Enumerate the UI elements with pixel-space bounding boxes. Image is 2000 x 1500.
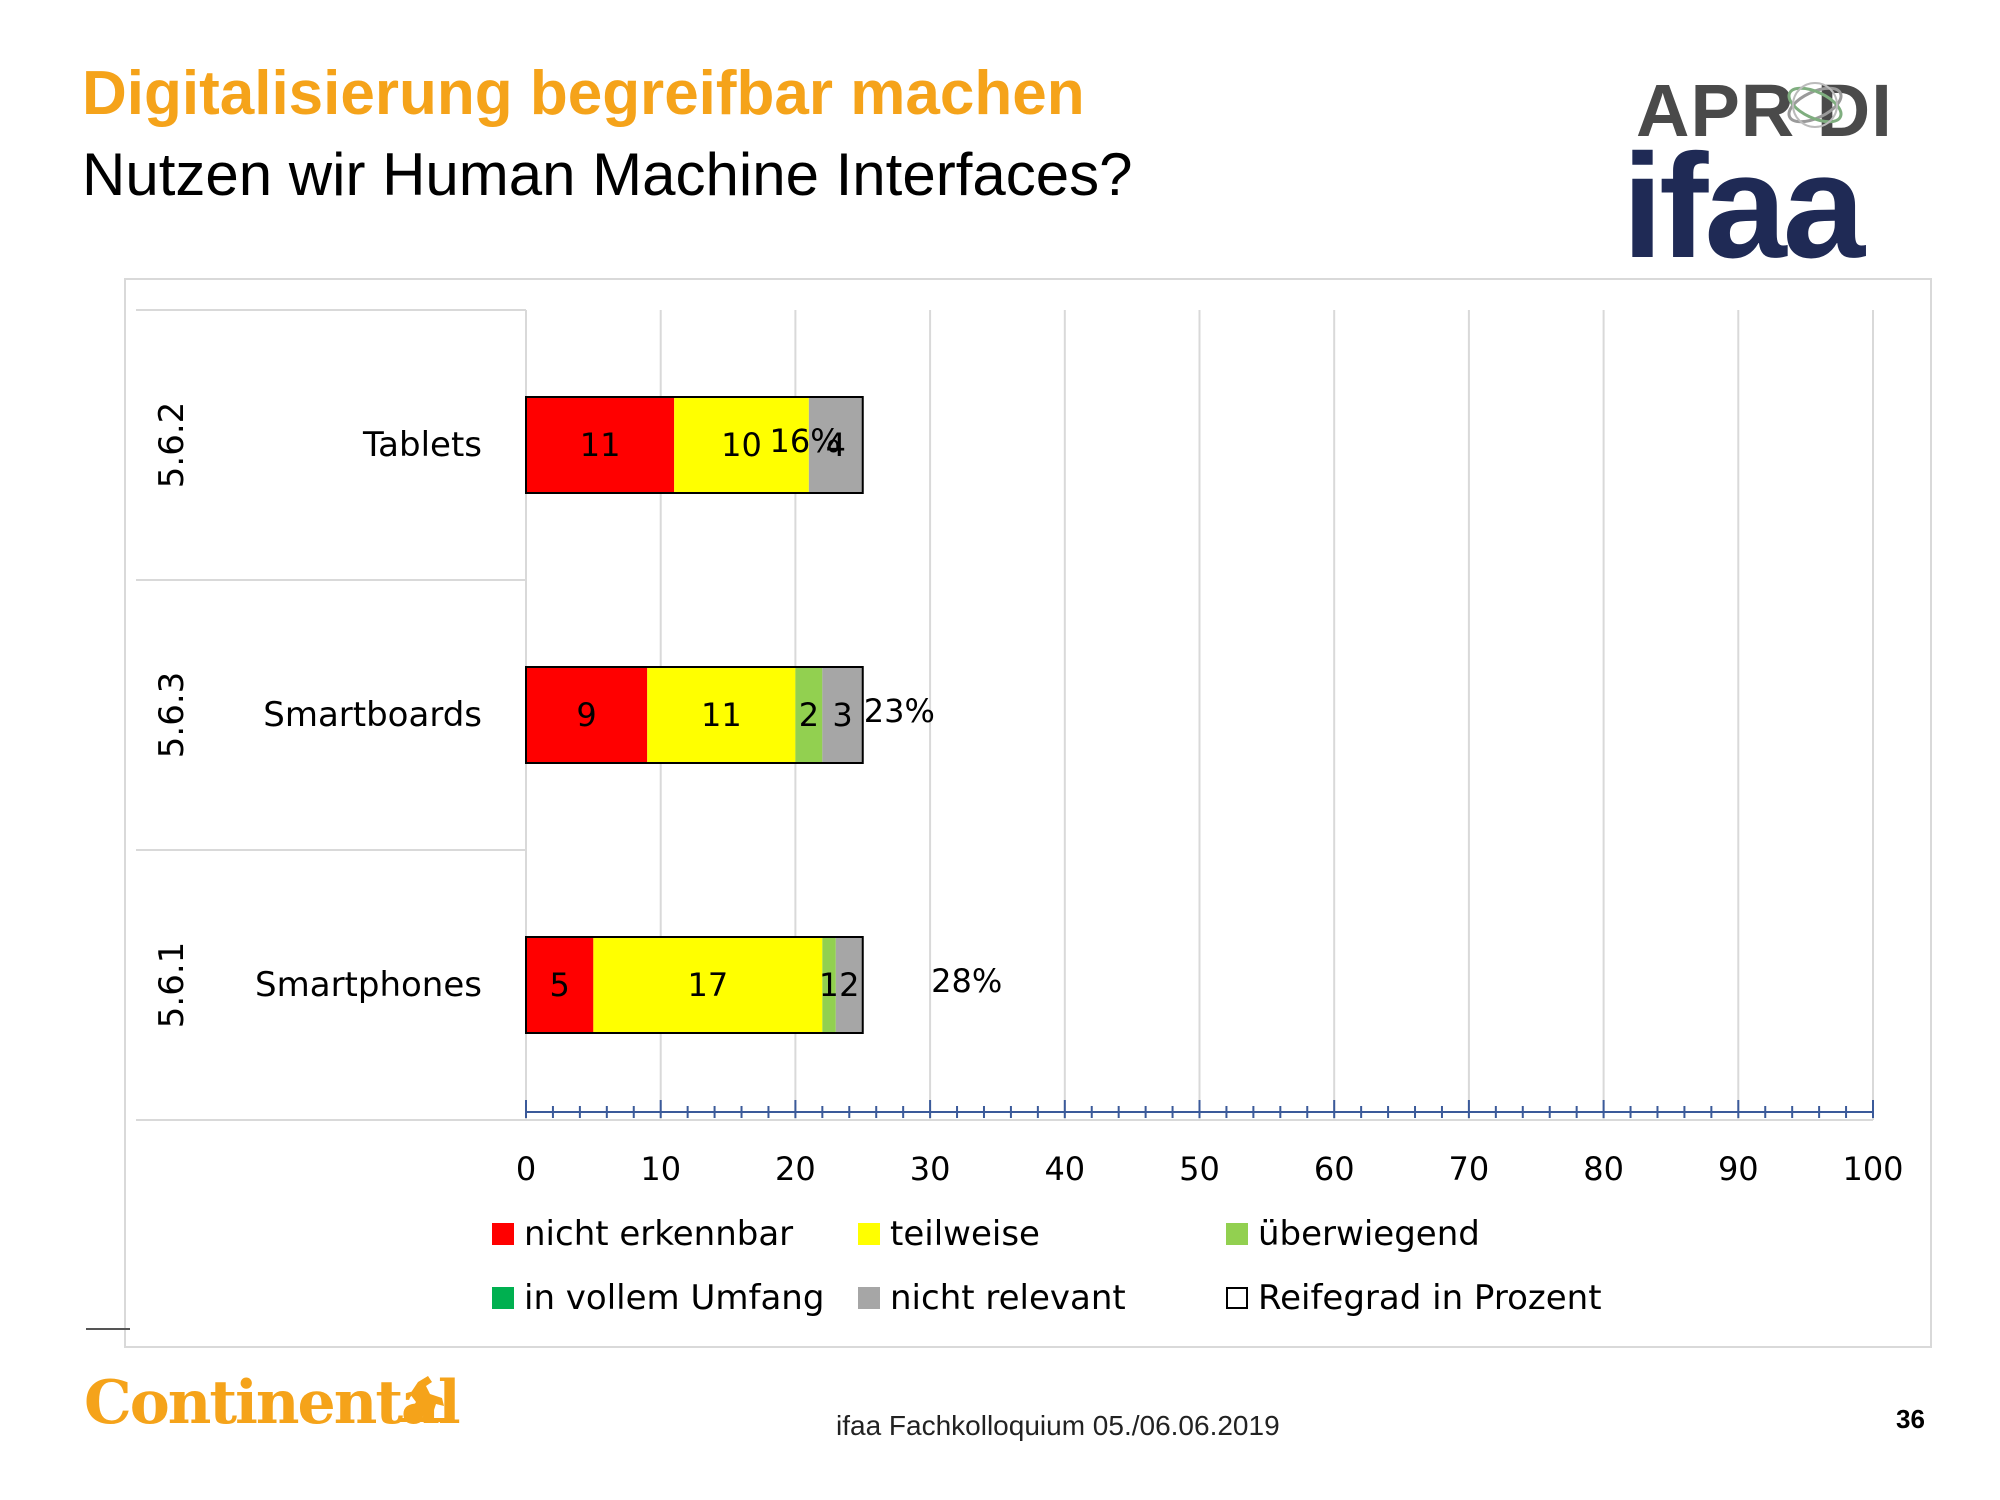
reifegrad-label: 16% xyxy=(770,422,841,460)
footer-divider xyxy=(86,1328,130,1330)
data-label: 2 xyxy=(839,966,859,1004)
legend-item-in-vollem-umfang: in vollem Umfang xyxy=(492,1278,824,1318)
legend-swatch-in-vollem-umfang xyxy=(492,1287,514,1309)
x-tick-label: 0 xyxy=(516,1150,536,1188)
x-tick-label: 30 xyxy=(910,1150,951,1188)
legend-swatch-ueberwiegend xyxy=(1226,1223,1248,1245)
bar-segment-nicht-relevant xyxy=(822,667,863,763)
legend-item-nicht-relevant: nicht relevant xyxy=(858,1278,1126,1318)
category-code: 5.6.3 xyxy=(152,672,192,759)
legend-item-teilweise: teilweise xyxy=(858,1214,1040,1254)
data-label: 10 xyxy=(721,426,762,464)
legend-item-ueberwiegend: überwiegend xyxy=(1226,1214,1480,1254)
legend-label: in vollem Umfang xyxy=(524,1278,825,1318)
legend-swatch-reifegrad xyxy=(1226,1287,1248,1309)
slide-title: Digitalisierung begreifbar machen xyxy=(82,59,1085,128)
bar-outline xyxy=(525,936,864,1034)
legend-label: nicht erkennbar xyxy=(524,1214,794,1254)
bar-segment-ueberwiegend xyxy=(795,667,823,763)
bar-outline xyxy=(525,396,864,494)
legend-label: nicht relevant xyxy=(890,1278,1126,1318)
x-tick-label: 70 xyxy=(1449,1150,1490,1188)
data-label: 17 xyxy=(687,966,728,1004)
globe-swirl-icon xyxy=(1787,82,1843,128)
legend-label: teilweise xyxy=(890,1214,1040,1254)
category-label: Smartphones xyxy=(255,965,482,1005)
aprodi-logo: APR DI xyxy=(1636,69,1893,152)
x-tick-label: 40 xyxy=(1044,1150,1085,1188)
data-label: 11 xyxy=(701,696,742,734)
x-tick-label: 50 xyxy=(1179,1150,1220,1188)
x-tick-label: 10 xyxy=(640,1150,681,1188)
bar-segment-nicht-erkennbar xyxy=(526,397,675,493)
x-tick-label: 100 xyxy=(1842,1150,1903,1188)
legend-label: überwiegend xyxy=(1258,1214,1480,1254)
legend-label: Reifegrad in Prozent xyxy=(1258,1278,1602,1318)
bar-segment-ueberwiegend xyxy=(822,937,836,1033)
bar-segment-teilweise xyxy=(674,397,809,493)
x-tick-label: 60 xyxy=(1314,1150,1355,1188)
data-label: 3 xyxy=(832,696,852,734)
bar-segment-nicht-relevant xyxy=(835,937,863,1033)
category-code: 5.6.1 xyxy=(152,942,192,1029)
category-code: 5.6.2 xyxy=(152,402,192,489)
legend-item-reifegrad: Reifegrad in Prozent xyxy=(1226,1278,1602,1318)
legend-item-nicht-erkennbar: nicht erkennbar xyxy=(492,1214,793,1254)
category-label: Smartboards xyxy=(263,695,482,735)
data-label: 5 xyxy=(549,966,569,1004)
continental-logo: Continental xyxy=(84,1368,461,1438)
bar-segment-nicht-relevant xyxy=(808,397,863,493)
x-tick-label: 20 xyxy=(775,1150,816,1188)
page-number: 36 xyxy=(1896,1404,1925,1434)
horse-icon xyxy=(400,1376,446,1422)
data-label: 9 xyxy=(576,696,596,734)
ifaa-logo: ifaa xyxy=(1622,124,1865,289)
data-label: 1 xyxy=(819,966,839,1004)
data-label: 4 xyxy=(826,426,846,464)
slide-subtitle: Nutzen wir Human Machine Interfaces? xyxy=(82,141,1133,208)
legend-swatch-teilweise xyxy=(858,1223,880,1245)
category-label: Tablets xyxy=(362,425,482,465)
bar-segment-nicht-erkennbar xyxy=(526,667,648,763)
data-label: 2 xyxy=(799,696,819,734)
data-label: 11 xyxy=(580,426,621,464)
legend-swatch-nicht-erkennbar xyxy=(492,1223,514,1245)
footer-text: ifaa Fachkolloquium 05./06.06.2019 xyxy=(836,1410,1280,1441)
bar-segment-teilweise xyxy=(593,937,823,1033)
x-tick-label: 90 xyxy=(1718,1150,1759,1188)
bar-segment-nicht-erkennbar xyxy=(526,937,594,1033)
x-tick-label: 80 xyxy=(1583,1150,1624,1188)
bar-segment-teilweise xyxy=(647,667,796,763)
bar-outline xyxy=(525,666,864,764)
reifegrad-label: 28% xyxy=(931,962,1002,1000)
reifegrad-label: 23% xyxy=(864,692,935,730)
chart-frame: 0 10 20 30 40 50 60 70 80 90 100 5.6.2 Tablets 11 10 4 1… xyxy=(124,278,1932,1348)
legend-swatch-nicht-relevant xyxy=(858,1287,880,1309)
